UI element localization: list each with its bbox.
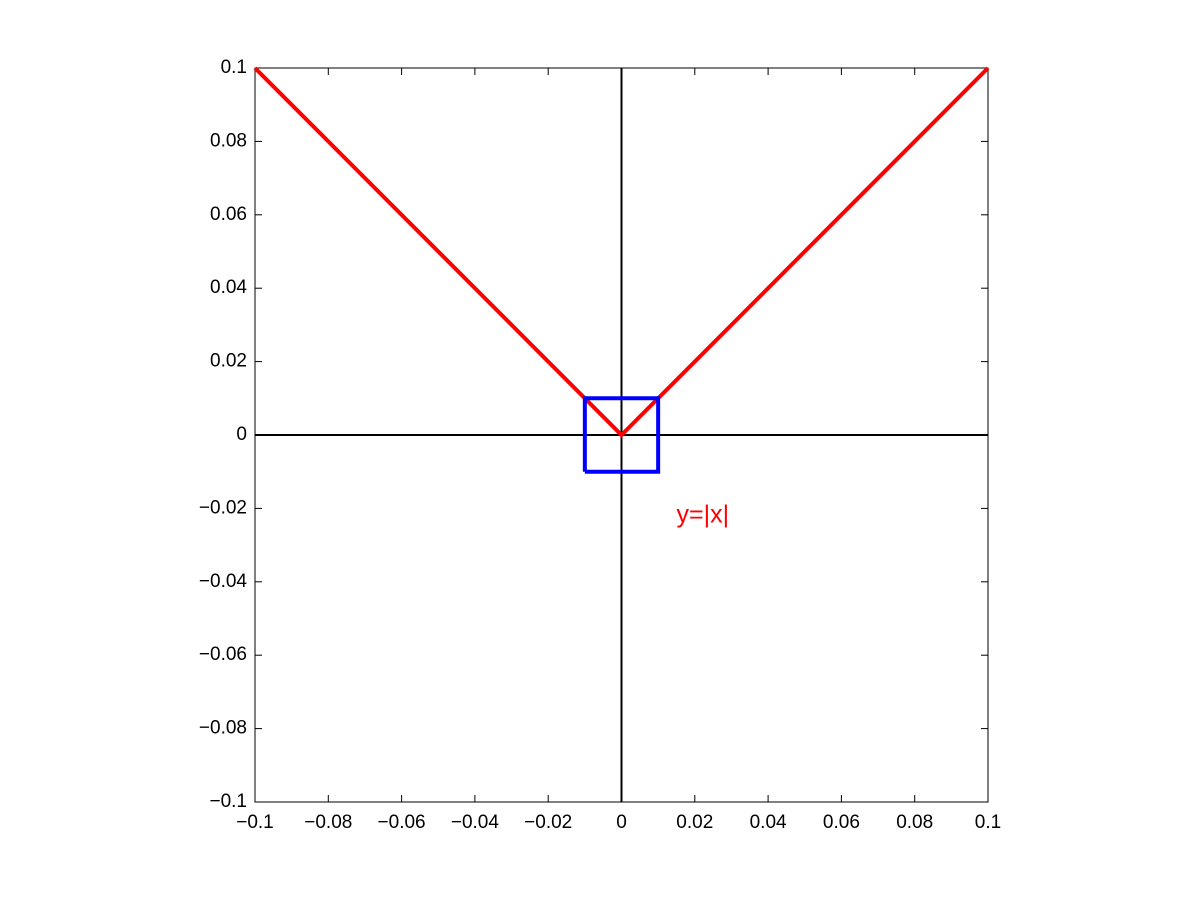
x-tick-label: −0.1 xyxy=(236,812,274,833)
y-tick-label: −0.02 xyxy=(199,497,247,518)
y-tick-label: −0.08 xyxy=(199,718,247,739)
line xyxy=(582,396,661,474)
x-tick-label: 0 xyxy=(616,812,627,833)
x-tick-label: −0.04 xyxy=(451,812,500,833)
y-tick-label: 0.02 xyxy=(210,351,247,372)
y-tick-label: −0.06 xyxy=(199,644,247,665)
x-tick-label: 0.04 xyxy=(750,812,787,833)
y-tick-label: 0.08 xyxy=(210,130,247,151)
x-tick-label: −0.02 xyxy=(524,812,572,833)
x-tick-label: 0.08 xyxy=(896,812,933,833)
x-tick-label: 0.02 xyxy=(676,812,713,833)
y-tick-label: 0.04 xyxy=(210,277,247,298)
y-tick-label: −0.1 xyxy=(209,791,247,812)
y-tick-label: 0.06 xyxy=(210,204,247,225)
x-tick-label: −0.08 xyxy=(304,812,352,833)
annotation: y=|x| xyxy=(676,500,729,528)
x-tick-label: 0.1 xyxy=(975,812,1001,833)
line xyxy=(253,66,990,438)
y-tick-label: 0.1 xyxy=(221,57,247,78)
x-tick-label: 0.06 xyxy=(823,812,860,833)
x-tick-label: −0.06 xyxy=(378,812,426,833)
y-tick-label: −0.04 xyxy=(199,571,248,592)
y-tick-label: 0 xyxy=(236,424,247,445)
